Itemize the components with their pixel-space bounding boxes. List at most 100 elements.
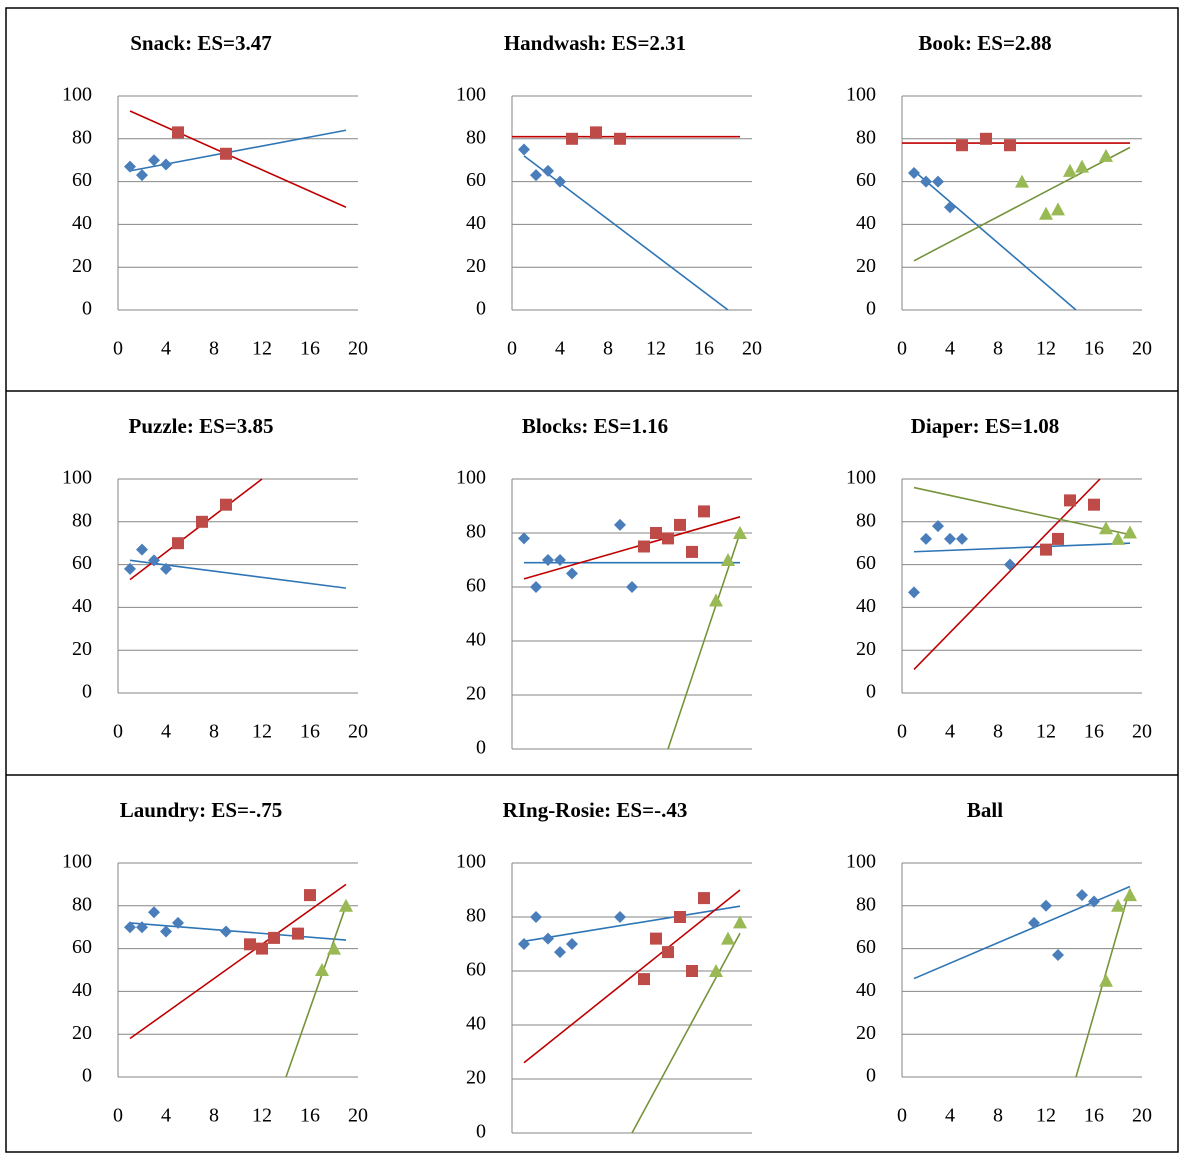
point [1076, 889, 1088, 902]
x-tick-label: 0 [113, 721, 123, 743]
point [566, 132, 578, 145]
point [566, 938, 578, 950]
point [566, 567, 578, 580]
point [721, 553, 735, 566]
point [1040, 899, 1052, 912]
y-tick-label: 40 [72, 595, 92, 617]
y-tick-label: 100 [62, 467, 92, 489]
x-tick-label: 12 [252, 338, 272, 360]
x-tick-label: 12 [646, 338, 666, 360]
y-tick-label: 80 [466, 126, 486, 148]
y-tick-label: 100 [456, 851, 486, 873]
point [698, 892, 710, 905]
point [160, 158, 172, 171]
point [614, 518, 626, 531]
x-tick-label: 4 [161, 1105, 171, 1127]
point [1040, 543, 1052, 556]
plot [902, 132, 1131, 310]
point [1111, 898, 1125, 912]
point [220, 147, 232, 160]
chart-title: Laundry: ES=-.75 [120, 798, 283, 822]
point [1088, 895, 1100, 908]
point [148, 154, 160, 167]
y-tick-label: 20 [72, 255, 92, 277]
point [662, 946, 674, 959]
point [686, 545, 698, 558]
y-tick-label: 80 [72, 126, 92, 148]
point [1052, 532, 1064, 545]
plot [908, 478, 1137, 671]
y-tick-label: 0 [476, 298, 486, 320]
x-tick-label: 4 [945, 721, 955, 743]
point [1064, 494, 1076, 507]
x-tick-label: 16 [694, 338, 714, 360]
chart-title: Ball [967, 798, 1003, 822]
point [542, 554, 554, 566]
plot [913, 885, 1137, 1077]
point [136, 543, 148, 556]
point [172, 537, 184, 550]
point [542, 164, 554, 177]
chart-title: Handwash: ES=2.31 [504, 31, 686, 55]
y-tick-label: 0 [476, 737, 486, 759]
trend-line [913, 146, 1131, 262]
x-tick-label: 0 [507, 338, 517, 360]
y-tick-label: 80 [72, 509, 92, 531]
point [220, 925, 232, 938]
y-tick-label: 20 [466, 683, 486, 705]
chart-title: RIng-Rosie: ES=-.43 [503, 798, 688, 822]
x-tick-label: 16 [300, 1105, 320, 1127]
x-tick-label: 16 [300, 338, 320, 360]
point [650, 932, 662, 945]
point [292, 927, 304, 940]
plot [518, 505, 747, 749]
y-tick-label: 60 [856, 552, 876, 574]
point [662, 532, 674, 545]
point [136, 921, 148, 934]
plot [124, 883, 353, 1077]
y-tick-label: 100 [456, 84, 486, 106]
y-tick-label: 100 [62, 84, 92, 106]
x-tick-label: 8 [993, 721, 1003, 743]
x-tick-label: 4 [161, 338, 171, 360]
point [1075, 159, 1089, 173]
point [530, 911, 542, 923]
x-tick-label: 12 [1036, 338, 1056, 360]
point [698, 505, 710, 518]
point [956, 139, 968, 152]
chart-title: Snack: ES=3.47 [130, 31, 272, 55]
point [554, 554, 566, 566]
y-tick-label: 20 [72, 1022, 92, 1044]
point [1015, 174, 1029, 188]
y-tick-label: 100 [456, 467, 486, 489]
y-tick-label: 0 [82, 681, 92, 703]
y-tick-label: 40 [72, 979, 92, 1001]
point [733, 915, 747, 929]
y-tick-label: 20 [72, 638, 92, 660]
y-tick-label: 100 [846, 851, 876, 873]
x-tick-label: 20 [348, 721, 368, 743]
y-tick-label: 80 [466, 521, 486, 543]
point [554, 175, 566, 188]
y-tick-label: 80 [72, 893, 92, 915]
point [908, 586, 920, 599]
trend-line [913, 170, 1077, 310]
y-tick-label: 20 [466, 255, 486, 277]
trend-line [913, 486, 1131, 536]
y-tick-label: 60 [466, 169, 486, 191]
y-tick-label: 40 [72, 212, 92, 234]
y-tick-label: 60 [856, 936, 876, 958]
y-tick-label: 40 [466, 629, 486, 651]
point [327, 941, 341, 955]
point [944, 532, 956, 545]
point [518, 532, 530, 545]
chart-title: Puzzle: ES=3.85 [129, 414, 274, 438]
y-tick-label: 40 [466, 1013, 486, 1035]
point [1111, 531, 1125, 545]
x-tick-label: 0 [897, 338, 907, 360]
point [339, 898, 353, 912]
trend-line [129, 110, 347, 209]
y-tick-label: 100 [62, 851, 92, 873]
point [172, 126, 184, 139]
